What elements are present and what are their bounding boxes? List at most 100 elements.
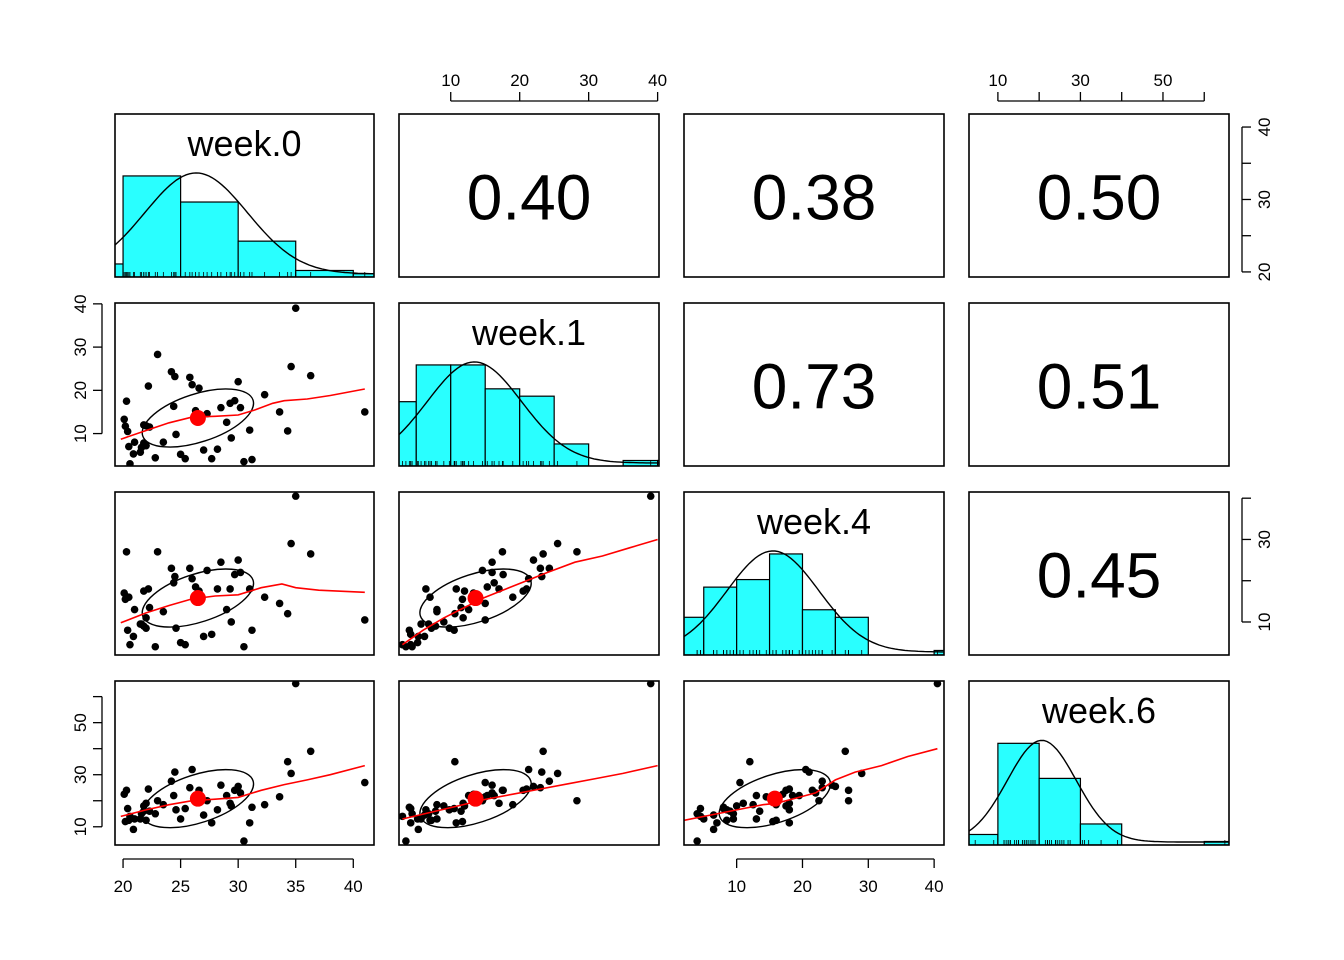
panel-border <box>398 680 660 846</box>
scatter-point <box>145 603 154 612</box>
histogram-bar <box>736 578 771 655</box>
scatter-point <box>122 548 131 556</box>
scatter-point <box>736 778 744 787</box>
scatter-point <box>508 593 517 602</box>
scatter-point <box>176 815 185 823</box>
scatter-point <box>188 765 196 774</box>
panel-border <box>114 302 375 467</box>
scatter-point <box>181 454 190 463</box>
scatter-point <box>460 587 469 595</box>
scatter-point <box>159 607 168 616</box>
scatter-point <box>151 809 160 818</box>
y-axis-week.0-right: 20 30 40 <box>1241 118 1274 281</box>
scatter-point <box>234 782 242 791</box>
histogram-bar <box>415 364 452 466</box>
scatter-point <box>402 837 410 845</box>
scatter-point <box>433 607 441 616</box>
scatter-point <box>245 819 254 827</box>
scatter-point <box>234 377 242 386</box>
scatter-point <box>181 804 190 813</box>
scatter-point <box>139 622 148 630</box>
axis-tick-label: 40 <box>925 877 944 896</box>
scatter-point <box>818 777 827 786</box>
density-curve <box>969 739 1229 843</box>
loess-line <box>401 538 658 646</box>
panel-content <box>120 304 369 466</box>
panel-week.4-week.4: week.4 <box>683 491 945 656</box>
scatter-point <box>788 791 797 800</box>
panel-border <box>968 302 1230 467</box>
loess-line <box>120 388 365 440</box>
panel-week.4-week.6: 0.45 <box>968 491 1230 656</box>
panel-content <box>120 492 369 651</box>
scatter-point <box>844 796 853 805</box>
correlation-ellipse <box>141 768 255 829</box>
mean-point <box>189 590 206 607</box>
panel-week.1-week.0 <box>114 302 375 467</box>
scatter-point <box>815 796 823 805</box>
histogram-bar <box>834 616 869 655</box>
variable-label: week.1 <box>471 312 586 353</box>
correlation-value: 0.50 <box>1037 162 1162 234</box>
axis-tick-label: 35 <box>286 877 305 896</box>
scatter-point <box>151 642 160 651</box>
scatter-point <box>417 620 425 628</box>
scatter-point <box>360 616 369 624</box>
histogram-bar <box>768 553 804 655</box>
scatter-point <box>129 825 138 834</box>
scatter-point <box>260 593 269 602</box>
scatter-point <box>519 587 527 595</box>
scatter-point <box>153 548 162 556</box>
scatter-point <box>186 783 194 792</box>
correlation-value: 0.51 <box>1037 351 1162 423</box>
scatter-point <box>755 807 764 815</box>
panel-content <box>684 681 942 845</box>
panel-week.0-week.0: week.0 <box>114 113 375 278</box>
panel-week.1-week.1: week.1 <box>398 302 660 467</box>
histogram-bar <box>933 649 944 655</box>
correlation-value: 0.45 <box>1037 540 1162 612</box>
scatter-point <box>144 785 153 793</box>
correlation-ellipse <box>419 568 532 628</box>
scatter-point <box>440 802 448 810</box>
scatter-point <box>291 492 300 500</box>
scatter-point <box>445 624 454 632</box>
scatter-point <box>283 609 292 618</box>
correlation-value: 0.38 <box>752 162 877 234</box>
axis-tick-label: 30 <box>1255 190 1274 209</box>
panel-content <box>115 172 374 277</box>
scatter-point <box>420 632 429 641</box>
scatter-point <box>490 578 498 587</box>
scatter-point <box>752 791 761 800</box>
scatter-point <box>573 796 581 805</box>
scatter-point <box>459 614 467 622</box>
variable-label: week.0 <box>186 123 301 164</box>
histogram-bar <box>657 459 659 466</box>
histogram-bar <box>1038 777 1082 845</box>
axis-tick-label: 20 <box>510 71 529 90</box>
histogram-bar <box>519 395 555 466</box>
axis-tick-label: 10 <box>441 71 460 90</box>
scatter-point <box>199 446 208 454</box>
scatter-point <box>139 587 148 595</box>
scatter-point <box>405 626 414 635</box>
scatter-point <box>222 418 231 427</box>
scatter-point <box>405 803 414 812</box>
axis-tick-label: 30 <box>579 71 598 90</box>
scatter-point <box>452 819 461 827</box>
x-axis-week.6-top: 10 30 50 <box>988 71 1205 102</box>
panel-content <box>684 550 944 655</box>
scatter-point <box>275 793 284 801</box>
y-axis-week.4-right: 10 30 <box>1241 497 1274 631</box>
scatter-point <box>122 786 131 795</box>
scatter-point <box>240 837 248 845</box>
scatter-point <box>217 403 225 412</box>
scatter-point <box>130 605 139 614</box>
scatter-point <box>171 768 179 776</box>
panel-border <box>114 491 375 656</box>
scatter-point <box>153 796 162 805</box>
scatter-point <box>782 802 790 810</box>
y-axis-week.1-left: 10 20 30 40 <box>71 294 103 443</box>
scatter-point <box>227 618 236 626</box>
scatter-point <box>646 492 655 500</box>
